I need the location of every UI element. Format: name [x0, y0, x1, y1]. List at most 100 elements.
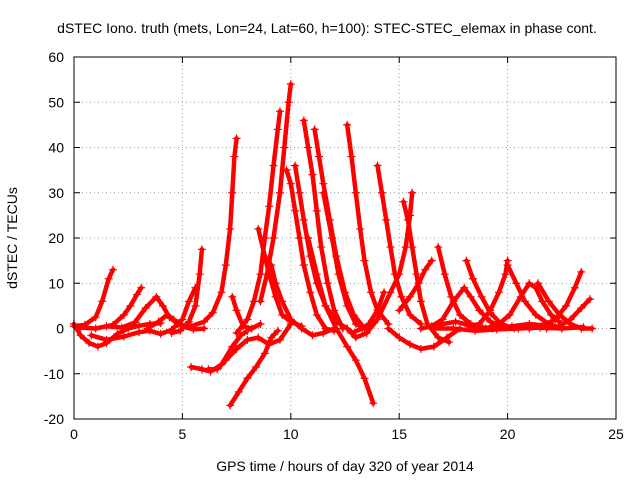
- data-point: [267, 261, 276, 270]
- data-point: [119, 332, 128, 341]
- data-point: [169, 315, 178, 324]
- data-point: [486, 306, 495, 315]
- data-point: [369, 399, 378, 408]
- data-point: [184, 317, 193, 326]
- data-point: [386, 243, 395, 252]
- data-point: [557, 324, 566, 333]
- data-point: [275, 188, 284, 197]
- data-point: [382, 215, 391, 224]
- data-point: [577, 267, 586, 276]
- data-point: [579, 323, 588, 332]
- y-axis-label: dSTEC / TECUs: [4, 187, 20, 289]
- data-point: [546, 322, 555, 331]
- data-series: [232, 107, 284, 338]
- data-point: [93, 342, 102, 351]
- data-point: [312, 206, 321, 215]
- x-axis-label: GPS time / hours of day 320 of year 2014: [216, 458, 474, 474]
- data-point: [343, 301, 352, 310]
- data-point: [187, 322, 196, 331]
- y-tick-label: 60: [48, 49, 64, 65]
- data-point: [226, 401, 235, 410]
- data-point: [330, 306, 339, 315]
- data-point: [397, 292, 406, 301]
- y-tick-label: -20: [44, 411, 64, 427]
- data-point: [503, 261, 512, 270]
- data-point: [501, 270, 510, 279]
- data-point: [280, 143, 289, 152]
- data-series: [256, 80, 295, 306]
- data-point: [275, 107, 284, 116]
- data-point: [319, 179, 328, 188]
- data-point: [505, 310, 514, 319]
- series-trace: [305, 235, 376, 406]
- data-point: [332, 324, 341, 333]
- data-point: [204, 365, 213, 374]
- data-point: [544, 297, 553, 306]
- data-point: [273, 326, 282, 335]
- data-point: [299, 261, 308, 270]
- y-tick-label: 10: [48, 275, 64, 291]
- data-point: [362, 329, 371, 338]
- x-tick-label: 25: [608, 426, 624, 442]
- data-point: [230, 152, 239, 161]
- data-point: [360, 374, 369, 383]
- plot-frame: [73, 56, 617, 420]
- data-point: [525, 279, 534, 288]
- data-point: [416, 344, 425, 353]
- data-point: [533, 279, 542, 288]
- data-point: [291, 161, 300, 170]
- data-point: [395, 270, 404, 279]
- data-point: [314, 152, 323, 161]
- data-point: [76, 323, 85, 332]
- data-point: [343, 324, 352, 333]
- y-tick-label: 20: [48, 230, 64, 246]
- x-tick-label: 20: [500, 426, 516, 442]
- data-point: [585, 295, 594, 304]
- data-point: [221, 261, 230, 270]
- data-point: [304, 143, 313, 152]
- series-trace: [466, 258, 510, 329]
- data-point: [321, 301, 330, 310]
- data-point: [228, 188, 237, 197]
- data-point: [117, 323, 126, 332]
- data-point: [232, 329, 241, 338]
- data-point: [416, 324, 425, 333]
- data-point: [91, 313, 100, 322]
- series-trace: [401, 199, 452, 345]
- data-point: [295, 234, 304, 242]
- data-point: [273, 125, 282, 134]
- data-point: [449, 297, 458, 306]
- data-point: [102, 322, 111, 331]
- data-point: [85, 338, 94, 347]
- data-point: [187, 362, 196, 371]
- data-point: [520, 297, 529, 306]
- data-point: [308, 170, 317, 179]
- data-point: [137, 283, 146, 292]
- data-point: [304, 234, 313, 242]
- data-series: [384, 324, 464, 353]
- data-point: [377, 188, 386, 197]
- data-point: [507, 322, 516, 331]
- data-point: [247, 324, 256, 333]
- data-point: [427, 256, 436, 265]
- data-point: [395, 333, 404, 342]
- data-point: [310, 125, 319, 134]
- data-point: [488, 324, 497, 333]
- y-tick-label: 40: [48, 140, 64, 156]
- data-point: [466, 292, 475, 301]
- data-point: [208, 308, 217, 317]
- data-point: [163, 310, 172, 319]
- data-point: [286, 315, 295, 324]
- data-point: [460, 283, 469, 292]
- data-point: [356, 224, 365, 233]
- data-point: [271, 279, 280, 288]
- data-point: [486, 317, 495, 326]
- data-point: [468, 322, 477, 331]
- data-point: [406, 310, 415, 319]
- data-point: [384, 324, 393, 333]
- data-point: [87, 331, 96, 340]
- data-point: [319, 188, 328, 197]
- data-point: [358, 324, 367, 333]
- data-point: [577, 304, 586, 313]
